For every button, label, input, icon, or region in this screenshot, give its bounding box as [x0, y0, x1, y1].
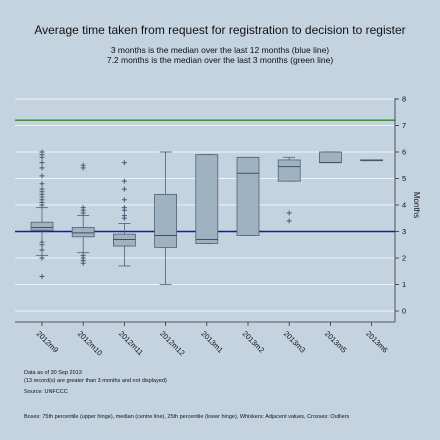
chart-title: Average time taken from request for regi… [34, 23, 405, 37]
outlier-cross [121, 197, 127, 203]
box-2012m12 [154, 151, 178, 285]
outlier-cross [121, 213, 127, 219]
box-body [277, 159, 301, 182]
chart-subtitle-1: 3 months is the median over the last 12 … [111, 45, 329, 55]
box-body [236, 156, 260, 236]
outlier-cross [39, 160, 45, 166]
box-body [30, 221, 54, 231]
outlier-cross [39, 165, 45, 171]
boxes [30, 149, 384, 285]
box-2013m1 [195, 154, 219, 244]
outlier-cross [121, 160, 127, 166]
box-2012m11 [113, 160, 136, 267]
y-tick-label-6: 6 [402, 148, 406, 157]
outlier-cross [39, 149, 45, 155]
y-tick-label-4: 4 [402, 201, 406, 210]
outlier-cross [39, 239, 45, 245]
outlier-cross [286, 218, 292, 224]
outlier-cross [121, 178, 127, 184]
outlier-cross [80, 205, 86, 211]
y-tick-label-5: 5 [402, 174, 406, 183]
box-2013m3 [277, 156, 301, 224]
y-tick-label-8: 8 [402, 95, 406, 104]
outlier-cross [39, 255, 45, 261]
box-2012m9 [30, 149, 54, 280]
y-axis: 0 1 2 3 4 5 6 7 8 [394, 95, 406, 322]
outlier-cross [286, 210, 292, 216]
chart-subtitle-2: 7.2 months is the median over the last 3… [107, 55, 333, 65]
outlier-cross [121, 186, 127, 192]
box-2012m10 [71, 162, 95, 266]
y-tick-label-1: 1 [402, 280, 406, 289]
outlier-cross [39, 247, 45, 253]
box-2013m5 [318, 151, 342, 164]
y-axis-label: Months [412, 192, 421, 218]
box-body [154, 193, 178, 248]
outlier-cross [39, 274, 45, 280]
y-tick-label-3: 3 [402, 227, 406, 236]
y-tick-label-0: 0 [402, 307, 406, 316]
box-body [195, 154, 219, 244]
outlier-cross [39, 181, 45, 187]
outlier-cross [39, 173, 45, 179]
y-tick-label-7: 7 [402, 121, 406, 130]
outlier-cross [80, 162, 86, 168]
box-body [113, 233, 136, 247]
outlier-cross [121, 205, 127, 211]
box-2013m6 [360, 159, 384, 162]
box-body [71, 227, 95, 238]
y-tick-label-2: 2 [402, 254, 406, 263]
outlier-cross [80, 252, 86, 258]
box-body [318, 151, 342, 164]
outlier-cross [39, 186, 45, 192]
note-data-date: Data as of 30 Sep 2013 [24, 370, 82, 376]
note-excluded-records: (13 record(s) are greater than 3 months … [24, 378, 167, 384]
note-source: Source: UNFCCC [24, 389, 68, 395]
footer-legend-note: Boxes: 75th percentile (upper hinge), me… [24, 414, 350, 420]
box-2013m2 [236, 156, 260, 236]
